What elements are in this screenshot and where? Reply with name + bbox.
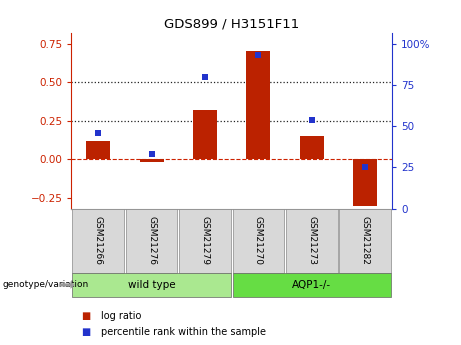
Bar bbox=[140, 159, 164, 162]
Bar bbox=[300, 136, 324, 159]
Text: ■: ■ bbox=[81, 312, 90, 321]
Text: wild type: wild type bbox=[128, 280, 175, 290]
Text: AQP1-/-: AQP1-/- bbox=[292, 280, 331, 290]
Text: GSM21266: GSM21266 bbox=[94, 216, 103, 265]
Point bbox=[308, 117, 315, 122]
Text: percentile rank within the sample: percentile rank within the sample bbox=[101, 327, 266, 337]
Point bbox=[201, 74, 209, 79]
Bar bbox=[246, 51, 270, 159]
Text: GSM21279: GSM21279 bbox=[201, 216, 209, 265]
Text: ■: ■ bbox=[81, 327, 90, 337]
Text: GSM21276: GSM21276 bbox=[147, 216, 156, 265]
Text: log ratio: log ratio bbox=[101, 312, 142, 321]
Text: GSM21270: GSM21270 bbox=[254, 216, 263, 265]
Point bbox=[95, 130, 102, 136]
Bar bbox=[193, 110, 217, 159]
Text: GSM21273: GSM21273 bbox=[307, 216, 316, 265]
Text: GSM21282: GSM21282 bbox=[361, 216, 370, 265]
Text: genotype/variation: genotype/variation bbox=[2, 280, 89, 289]
Bar bbox=[353, 159, 377, 206]
Bar bbox=[86, 141, 110, 159]
Title: GDS899 / H3151F11: GDS899 / H3151F11 bbox=[164, 17, 299, 30]
Point bbox=[148, 151, 155, 157]
Point bbox=[254, 52, 262, 58]
Point bbox=[361, 165, 369, 170]
